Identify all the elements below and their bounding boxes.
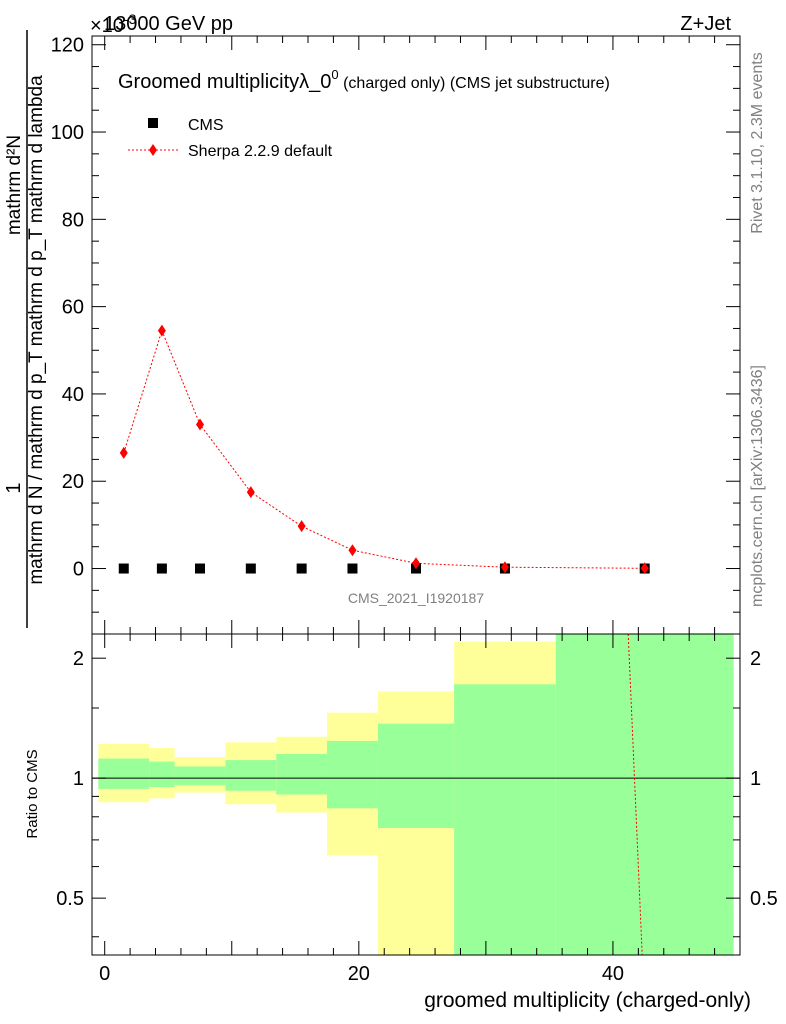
cms-point bbox=[195, 563, 205, 574]
stat-uncertainty-band bbox=[454, 684, 556, 955]
main-y-axis: 0 20 40 60 80 100 120 bbox=[51, 35, 740, 613]
sherpa-point bbox=[500, 561, 509, 574]
cms-point bbox=[156, 563, 167, 574]
main-x-ticks bbox=[104, 36, 741, 634]
sherpa-point bbox=[157, 324, 166, 337]
ratio-y-tick-label-right: 0.5 bbox=[750, 888, 778, 910]
sherpa-point bbox=[412, 557, 420, 570]
ratio-plot: 0.5 0.5 1 1 2 2 0 20 40 bbox=[56, 633, 778, 985]
axis-exponent: ×10-3 bbox=[90, 11, 137, 37]
exponent-power: -3 bbox=[124, 11, 137, 27]
title-lambda: λ_0 bbox=[299, 71, 331, 93]
main-y-label: 1 mathrm d²N mathrm d N / mathrm d p_T m… bbox=[3, 30, 47, 628]
cms-point bbox=[296, 563, 307, 574]
ratio-y-tick-label-right: 2 bbox=[750, 648, 761, 670]
title-rest: (charged only) (CMS jet substructure) bbox=[339, 75, 610, 92]
stat-uncertainty-band bbox=[225, 760, 277, 791]
cms-point bbox=[118, 563, 129, 574]
stat-uncertainty-band bbox=[149, 761, 175, 788]
legend-sherpa-marker bbox=[149, 144, 157, 156]
process-label: Z+Jet bbox=[680, 13, 731, 35]
stat-uncertainty-band bbox=[377, 723, 455, 828]
ratio-bands bbox=[98, 634, 734, 955]
title-sup: 0 bbox=[331, 67, 338, 82]
cms-point bbox=[347, 563, 358, 574]
ratio-sherpa-line bbox=[627, 633, 643, 956]
sherpa-line bbox=[123, 329, 645, 569]
ratio-y-tick-label-right: 1 bbox=[750, 768, 761, 790]
ratio-x-axis: 0 20 40 bbox=[99, 634, 741, 985]
legend-sherpa-label: Sherpa 2.2.9 default bbox=[188, 143, 333, 160]
ratio-y-tick-label: 0.5 bbox=[56, 888, 84, 910]
ratio-y-axis: 0.5 0.5 1 1 2 2 bbox=[56, 648, 778, 938]
main-series bbox=[118, 324, 650, 575]
sherpa-point bbox=[348, 544, 357, 557]
x-axis-label: groomed multiplicity (charged-only) bbox=[424, 989, 751, 1012]
main-y-tick-label: 40 bbox=[62, 384, 84, 406]
stat-uncertainty-band bbox=[98, 758, 150, 789]
sherpa-point bbox=[119, 446, 128, 459]
ylabel-denominator: mathrm d N / mathrm d p_T mathrm d p_T m… bbox=[26, 75, 47, 585]
legend: CMS Sherpa 2.2.9 default bbox=[128, 117, 333, 160]
rivet-label: Rivet 3.1.10, 2.3M events bbox=[749, 52, 766, 233]
ratio-x-tick-label: 0 bbox=[99, 963, 110, 985]
ratio-y-tick-label: 2 bbox=[73, 648, 84, 670]
sherpa-point bbox=[196, 418, 204, 431]
stat-uncertainty-band bbox=[555, 634, 734, 955]
main-y-tick-label: 20 bbox=[62, 471, 84, 493]
ylabel-numerator: mathrm d²N bbox=[4, 135, 25, 235]
stat-uncertainty-band bbox=[327, 740, 378, 809]
ratio-x-tick-label: 40 bbox=[602, 963, 624, 985]
mcplots-label: mcplots.cern.ch [arXiv:1306.3436] bbox=[749, 365, 766, 607]
ratio-y-label: Ratio to CMS bbox=[24, 749, 41, 838]
exponent-base: ×10 bbox=[90, 15, 124, 37]
cms-point bbox=[245, 563, 256, 574]
ratio-y-tick-label: 1 bbox=[73, 768, 84, 790]
ylabel-one: 1 bbox=[3, 482, 25, 493]
ratio-x-tick-label: 20 bbox=[348, 963, 370, 985]
plot-title: Groomed multiplicityλ_00 (charged only) … bbox=[118, 67, 610, 93]
legend-cms-marker bbox=[148, 118, 158, 128]
main-y-tick-label: 100 bbox=[51, 122, 84, 144]
sherpa-point bbox=[640, 562, 649, 575]
energy-label: 13000 GeV pp bbox=[104, 13, 233, 35]
legend-cms-label: CMS bbox=[188, 117, 224, 134]
title-main: Groomed multiplicity bbox=[118, 71, 299, 93]
main-y-tick-label: 60 bbox=[62, 297, 84, 319]
sherpa-point bbox=[297, 520, 306, 533]
watermark: CMS_2021_I1920187 bbox=[348, 590, 484, 606]
main-y-tick-label: 80 bbox=[62, 209, 84, 231]
ratio-frame bbox=[91, 633, 741, 956]
sherpa-point bbox=[246, 486, 255, 499]
stat-uncertainty-band bbox=[276, 753, 328, 795]
main-y-tick-label: 120 bbox=[51, 35, 84, 57]
stat-uncertainty-band bbox=[174, 766, 226, 786]
main-y-tick-label: 0 bbox=[73, 559, 84, 581]
